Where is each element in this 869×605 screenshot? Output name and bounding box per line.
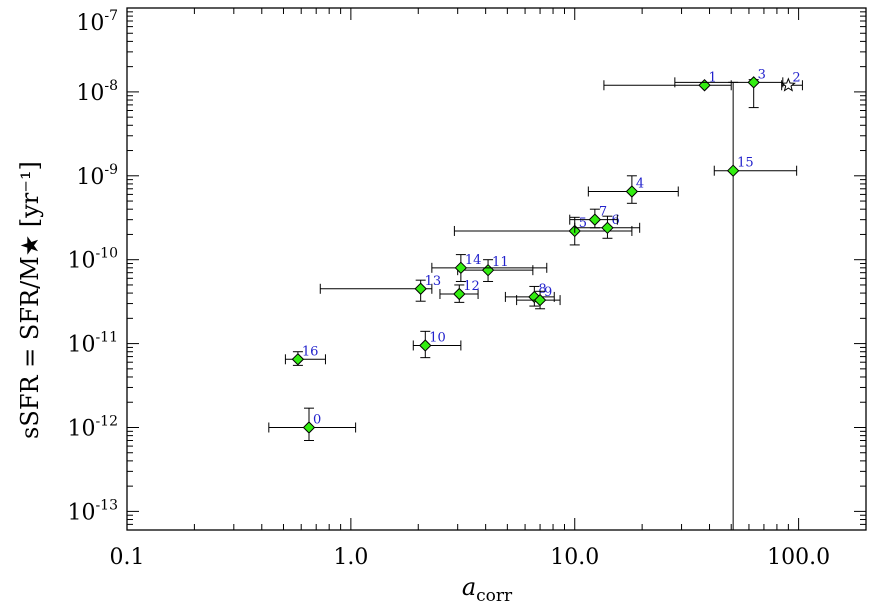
y-tick-label: 10-10 [67,246,118,274]
y-tick-base: 10 [67,416,95,441]
data-point-0: 0 [268,407,357,441]
y-tick-exponent: -12 [95,413,118,429]
point-label: 0 [313,412,321,427]
plot-frame [126,7,867,531]
diamond-marker [414,282,427,295]
data-point-14: 14 [431,253,548,282]
y-tick-exponent: -7 [104,8,118,24]
x-axis-ticks: 0.1 1.0 10.0 100.0 [110,8,867,570]
data-point-12: 12 [439,279,480,303]
x-tick-label: 1.0 [333,545,368,570]
y-tick-exponent: -8 [104,78,118,94]
x-axis-symbol: a [462,573,476,601]
point-label: 15 [737,156,754,171]
y-tick-label: 10-12 [67,413,118,441]
y-tick-label: 10-13 [67,497,118,525]
data-point-10: 10 [412,330,462,359]
diamond-marker [454,261,468,275]
data-point-1: 1 [603,70,732,92]
point-label: 3 [758,67,766,82]
point-label: 14 [465,253,482,268]
y-tick-exponent: -13 [95,497,118,513]
x-axis-title: acorr [462,573,513,605]
diamond-marker [533,293,547,307]
y-tick-exponent: -9 [104,162,118,178]
point-label: 2 [792,70,800,85]
x-tick-label: 0.1 [110,545,145,570]
y-tick-label: 10-8 [76,78,118,106]
x-tick-label: 100.0 [767,545,830,570]
data-point-6: 6 [574,213,641,239]
y-axis-label: sSFR = SFR/M★ [yr⁻¹] [16,161,44,439]
point-label: 4 [636,176,644,191]
data-point-2: 2 [780,70,803,92]
y-tick-base: 10 [67,333,95,358]
y-tick-base: 10 [76,11,104,36]
point-label: 9 [544,285,552,300]
y-tick-base: 10 [67,249,95,274]
diamond-marker [588,213,602,226]
data-point-7: 7 [569,205,618,229]
diamond-marker [302,421,316,434]
data-point-15: 15 [713,81,798,530]
y-tick-exponent: -11 [95,330,118,346]
data-point-16: 16 [284,344,326,366]
point-label: 1 [709,70,717,85]
y-tick-label: 10-7 [76,8,118,36]
diamond-marker [726,164,740,177]
point-label: 7 [599,205,607,220]
diamond-marker [625,185,639,198]
x-axis-subscript: corr [476,586,513,605]
y-tick-label: 10-9 [76,162,118,190]
data-point-3: 3 [674,67,784,109]
diamond-marker [291,353,305,366]
point-label: 10 [429,330,446,345]
data-point-13: 13 [319,274,442,302]
data-point-9: 9 [516,285,561,310]
y-axis-title: sSFR = SFR/M★ [yr⁻¹] [16,161,44,439]
point-label: 8 [538,282,546,297]
point-label: 12 [463,279,480,294]
diamond-marker [747,76,760,89]
y-tick-base: 10 [76,81,104,106]
y-tick-base: 10 [76,165,104,190]
point-label: 5 [579,216,587,231]
diamond-marker [601,221,614,235]
point-label: 6 [611,213,619,228]
diamond-marker [453,287,466,301]
point-label: 13 [425,274,442,289]
data-point-4: 4 [587,175,679,204]
point-label: 11 [492,255,509,270]
star-marker [780,77,796,92]
y-tick-exponent: -10 [95,246,118,262]
y-tick-base: 10 [67,500,95,525]
y-tick-label: 10-11 [67,330,118,358]
point-label: 16 [302,344,319,359]
diamond-marker [419,339,432,352]
x-tick-label: 10.0 [550,545,599,570]
